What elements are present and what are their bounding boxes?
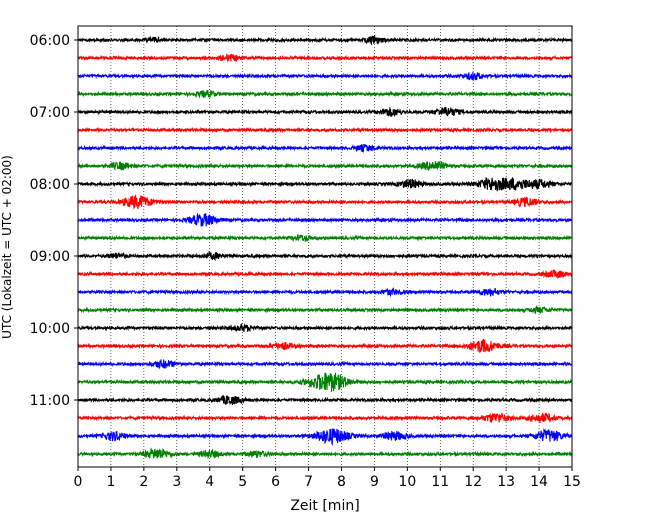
seismic-traces xyxy=(77,34,573,459)
seismic-trace xyxy=(77,52,573,62)
seismic-trace xyxy=(77,106,573,117)
x-tick-label: 15 xyxy=(563,474,581,490)
seismic-trace xyxy=(77,427,573,447)
x-tick-label: 5 xyxy=(238,474,247,490)
x-tick-label: 13 xyxy=(497,474,515,490)
x-tick-label: 4 xyxy=(205,474,214,490)
seismic-trace xyxy=(77,338,573,353)
seismic-trace xyxy=(77,394,573,406)
x-axis-label: Zeit [min] xyxy=(290,498,359,514)
seismic-trace xyxy=(77,304,573,314)
x-tick-label: 8 xyxy=(337,474,346,490)
seismic-trace xyxy=(77,286,573,298)
seismic-trace xyxy=(77,194,573,210)
seismic-trace xyxy=(77,144,573,153)
y-tick-label: 10:00 xyxy=(30,321,70,337)
x-axis-ticks: 0 1 2 3 4 5 6 7 8 9 10 11 12 13 14 15 xyxy=(74,467,581,490)
seismic-trace xyxy=(77,269,573,280)
y-axis-ticks: 06:00 07:00 08:00 09:00 10:00 11:00 xyxy=(30,33,78,409)
seismic-trace xyxy=(77,34,573,46)
y-tick-label: 09:00 xyxy=(30,249,70,265)
y-axis-label: UTC (Lokalzeit = UTC + 02:00) xyxy=(0,155,14,339)
x-tick-label: 12 xyxy=(464,474,482,490)
x-tick-label: 7 xyxy=(304,474,313,490)
seismic-trace xyxy=(77,322,573,333)
x-tick-label: 0 xyxy=(74,474,83,490)
seismic-trace xyxy=(77,176,573,192)
seismic-trace xyxy=(77,359,573,370)
x-tick-label: 11 xyxy=(431,474,449,490)
x-tick-label: 1 xyxy=(106,474,115,490)
seismic-trace xyxy=(77,250,573,261)
seismic-trace xyxy=(77,234,573,243)
x-tick-label: 10 xyxy=(398,474,416,490)
x-tick-label: 6 xyxy=(271,474,280,490)
seismic-trace xyxy=(77,160,573,172)
seismic-trace xyxy=(77,372,573,392)
x-tick-label: 9 xyxy=(370,474,379,490)
y-tick-label: 06:00 xyxy=(30,33,70,49)
seismic-trace xyxy=(77,212,573,227)
y-tick-label: 08:00 xyxy=(30,177,70,193)
seismic-trace xyxy=(77,447,573,459)
seismic-trace xyxy=(77,412,573,423)
x-tick-label: 3 xyxy=(172,474,181,490)
plot-frame xyxy=(77,25,573,468)
seismic-trace xyxy=(77,71,573,81)
y-tick-label: 07:00 xyxy=(30,105,70,121)
y-tick-label: 11:00 xyxy=(30,393,70,409)
seismic-trace xyxy=(77,126,573,134)
x-tick-label: 14 xyxy=(530,474,548,490)
x-tick-label: 2 xyxy=(139,474,148,490)
seismic-trace xyxy=(77,89,573,99)
